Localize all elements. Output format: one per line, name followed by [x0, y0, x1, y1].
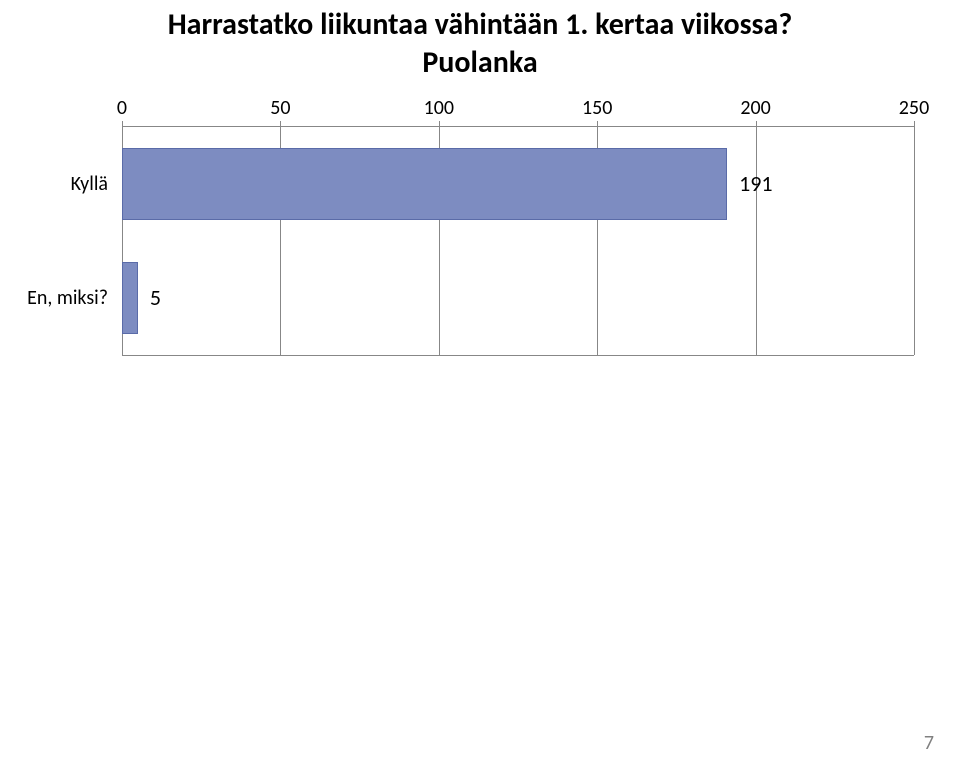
- x-tick-label: 0: [117, 96, 127, 120]
- chart-title: Harrastatko liikuntaa vähintään 1. kerta…: [30, 6, 930, 81]
- x-tick-label: 50: [270, 96, 290, 120]
- page-root: Harrastatko liikuntaa vähintään 1. kerta…: [0, 0, 960, 769]
- x-tick: [597, 121, 598, 127]
- x-tick: [756, 121, 757, 127]
- x-tick: [914, 121, 915, 127]
- plot-area: Kyllä191 En, miksi?5: [122, 126, 914, 356]
- bar-chart: 050100150200250 Kyllä191En, miksi?5: [0, 96, 960, 356]
- x-axis: 050100150200250: [122, 96, 914, 126]
- grid-line: [914, 127, 915, 355]
- x-tick: [280, 121, 281, 127]
- bar-row: En, miksi?5: [122, 262, 914, 335]
- page-number: 7: [924, 731, 934, 755]
- x-tick-label: 150: [582, 96, 612, 120]
- category-label: En, miksi?: [27, 286, 108, 310]
- x-tick-label: 250: [899, 96, 929, 120]
- x-tick-label: 100: [424, 96, 454, 120]
- bar: [122, 148, 727, 221]
- bar-value: 5: [150, 284, 161, 311]
- bar-row: Kyllä191: [122, 148, 914, 221]
- x-tick-label: 200: [740, 96, 770, 120]
- x-tick: [122, 121, 123, 127]
- category-label: Kyllä: [71, 172, 108, 196]
- bar-value: 191: [739, 170, 772, 197]
- bar: [122, 262, 138, 335]
- x-tick: [439, 121, 440, 127]
